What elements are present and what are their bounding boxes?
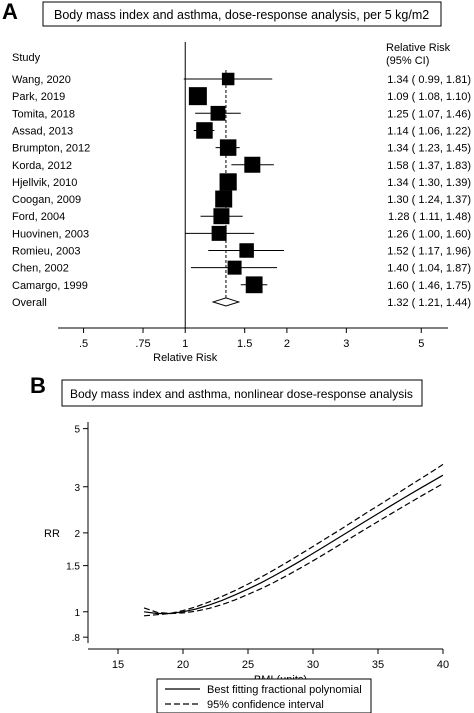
study-label: Camargo, 1999 (12, 280, 88, 292)
study-label: Wang, 2020 (12, 74, 71, 86)
x-tick-label: 1 (182, 338, 188, 350)
x-tick-label: 1.5 (237, 338, 252, 350)
ci-text: 1.34 ( 0.99, 1.81) (387, 74, 471, 86)
legend-label: Best fitting fractional polynomial (207, 684, 362, 696)
x-tick-label: .75 (135, 338, 150, 350)
ci-text: 1.14 ( 1.06, 1.22) (387, 125, 471, 137)
weight-box (219, 173, 237, 191)
ci-text: 1.30 ( 1.24, 1.37) (387, 194, 471, 206)
weight-box (213, 208, 230, 225)
panel-a-letter: A (2, 0, 18, 24)
x-tick-label: 20 (177, 659, 189, 671)
y-tick-label: 3 (74, 483, 80, 494)
study-label: Huovinen, 2003 (12, 228, 89, 240)
y-tick-label: 1 (74, 608, 80, 619)
forest-plot: Wang, 2020 1.34 ( 0.99, 1.81) Park, 2019 1.… (12, 42, 471, 364)
panel-a-title: Body mass index and asthma, dose-respons… (54, 8, 429, 22)
panel-b-title-box (61, 379, 423, 407)
x-tick-label: .5 (79, 338, 88, 350)
study-label: Ford, 2004 (12, 211, 65, 223)
ci-text: 1.25 ( 1.07, 1.46) (387, 108, 471, 120)
weight-box (221, 72, 235, 86)
study-label: Hjellvik, 2010 (12, 177, 77, 189)
ci-upper-line (143, 463, 444, 617)
legend-label: 95% confidence interval (207, 699, 324, 711)
weight-box (210, 105, 226, 121)
y-axis-label: RR (44, 528, 60, 540)
weight-box (245, 276, 263, 294)
study-label: Brumpton, 2012 (12, 143, 90, 155)
y-tick-label: 5 (74, 425, 80, 436)
fitted-line (143, 474, 444, 615)
x-tick-label: 2 (284, 338, 290, 350)
panel-b-letter: B (30, 373, 46, 398)
x-tick-label: 35 (372, 659, 384, 671)
weight-box (239, 243, 254, 258)
panel-b-title: Body mass index and asthma, nonlinear do… (70, 387, 413, 401)
y-tick-label: .8 (72, 633, 81, 644)
rr-header-line2: (95% CI) (386, 55, 429, 67)
legend-box (156, 678, 372, 713)
ci-text: 1.58 ( 1.37, 1.83) (387, 160, 471, 172)
y-tick-label: 1.5 (66, 562, 80, 573)
x-axis-label: Relative Risk (153, 352, 218, 364)
ci-text: 1.34 ( 1.23, 1.45) (387, 143, 471, 155)
ci-text: 1.52 ( 1.17, 1.96) (387, 246, 471, 258)
dose-response-plot: .811.5235152025303540RRBMI (units)Best f… (44, 422, 449, 713)
overall-diamond (211, 297, 241, 307)
weight-box (211, 225, 227, 241)
y-tick-label: 2 (74, 529, 80, 540)
ci-text: 1.26 ( 1.00, 1.60) (387, 228, 471, 240)
weight-box (188, 87, 207, 106)
weight-box (244, 156, 261, 173)
rr-header-line1: Relative Risk (386, 42, 451, 54)
x-tick-label: 25 (242, 659, 254, 671)
ci-lower-line (143, 483, 444, 615)
ci-text: 1.40 ( 1.04, 1.87) (387, 263, 471, 275)
study-label: Romieu, 2003 (12, 246, 81, 258)
study-label: Park, 2019 (12, 91, 65, 103)
panel-a-title-box (42, 1, 442, 27)
x-tick-label: 15 (112, 659, 124, 671)
ci-text: 1.09 ( 1.08, 1.10) (387, 91, 471, 103)
weight-box (227, 260, 242, 275)
study-label: Tomita, 2018 (12, 108, 75, 120)
x-tick-label: 30 (307, 659, 319, 671)
ci-text: 1.60 ( 1.46, 1.75) (387, 280, 471, 292)
ci-text: 1.34 ( 1.30, 1.39) (387, 177, 471, 189)
weight-box (215, 190, 233, 208)
x-tick-label: 40 (437, 659, 449, 671)
weight-box (196, 122, 213, 139)
study-label: Coogan, 2009 (12, 194, 81, 206)
overall-ci-text: 1.32 ( 1.21, 1.44) (387, 297, 471, 309)
study-label: Korda, 2012 (12, 160, 72, 172)
study-label: Chen, 2002 (12, 263, 69, 275)
overall-label: Overall (12, 297, 47, 309)
weight-box (219, 139, 237, 156)
study-label: Assad, 2013 (12, 125, 73, 137)
ci-text: 1.28 ( 1.11, 1.48) (388, 211, 471, 223)
x-tick-label: 3 (343, 338, 349, 350)
x-tick-label: 5 (418, 338, 424, 350)
study-header: Study (12, 52, 41, 64)
